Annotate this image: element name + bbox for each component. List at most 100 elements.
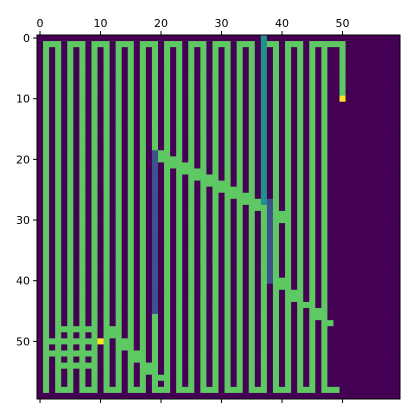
- heatmap-cell: [73, 156, 80, 163]
- heatmap-cell: [103, 368, 110, 376]
- heatmap-cell: [224, 283, 231, 291]
- heatmap-cell: [49, 168, 56, 175]
- heatmap-cell: [115, 156, 123, 163]
- heatmap-cell: [139, 253, 147, 260]
- heatmap-cell: [103, 156, 110, 163]
- heatmap-cell: [230, 326, 237, 333]
- heatmap-cell: [285, 241, 292, 248]
- heatmap-cell: [115, 138, 123, 145]
- heatmap-cell: [206, 156, 213, 163]
- heatmap-cell: [321, 223, 328, 230]
- heatmap-cell: [285, 380, 292, 388]
- heatmap-cell: [109, 235, 116, 242]
- heatmap-cell: [321, 368, 328, 376]
- heatmap-cell: [230, 247, 237, 254]
- heatmap-cell: [43, 326, 50, 333]
- heatmap-cell: [224, 277, 231, 285]
- heatmap-cell: [121, 47, 129, 54]
- heatmap-cell: [97, 350, 104, 357]
- heatmap-cell: [206, 277, 213, 285]
- heatmap-cell: [248, 301, 256, 309]
- heatmap-cell: [212, 168, 219, 175]
- heatmap-cell: [49, 332, 56, 339]
- heatmap-cell: [188, 156, 195, 163]
- heatmap-cell: [212, 95, 219, 103]
- heatmap-cell: [151, 204, 159, 212]
- heatmap-cell: [151, 295, 159, 303]
- heatmap-cell: [170, 192, 177, 200]
- heatmap-cell: [115, 259, 123, 266]
- heatmap-cell: [55, 241, 62, 248]
- heatmap-cell: [85, 301, 92, 309]
- heatmap-cell: [37, 119, 44, 127]
- heatmap-cell: [145, 180, 153, 188]
- heatmap-cell: [43, 301, 50, 309]
- heatmap-cell: [164, 77, 171, 84]
- heatmap-cell: [115, 289, 123, 297]
- heatmap-cell: [121, 162, 129, 169]
- heatmap-cell: [37, 380, 44, 388]
- heatmap-cell: [327, 95, 340, 103]
- heatmap-cell: [309, 95, 316, 103]
- heatmap-cell: [73, 180, 80, 188]
- heatmap-cell: [285, 192, 292, 200]
- heatmap-cell: [242, 235, 250, 242]
- heatmap-cell: [242, 344, 250, 351]
- heatmap-cell: [61, 168, 68, 175]
- heatmap-cell: [315, 289, 322, 297]
- heatmap-cell: [188, 362, 195, 370]
- heatmap-cell: [309, 338, 316, 345]
- heatmap-cell: [127, 83, 135, 90]
- heatmap-cell: [194, 83, 201, 90]
- heatmap-cell: [266, 301, 274, 309]
- heatmap-cell: [145, 89, 153, 97]
- heatmap-cell: [248, 326, 256, 333]
- heatmap-cell: [321, 386, 340, 394]
- heatmap-cell: [127, 308, 135, 315]
- heatmap-cell: [127, 107, 135, 115]
- heatmap-cell: [127, 326, 135, 333]
- heatmap-cell: [248, 253, 256, 260]
- heatmap-cell: [315, 326, 322, 333]
- heatmap-cell: [115, 265, 123, 272]
- heatmap-cell: [303, 198, 310, 206]
- heatmap-cell: [145, 83, 153, 90]
- heatmap-cell: [303, 271, 310, 279]
- heatmap-cell: [176, 253, 183, 260]
- heatmap-cell: [242, 83, 250, 90]
- heatmap-cell: [182, 308, 189, 315]
- heatmap-cell: [121, 320, 129, 327]
- heatmap-cell: [218, 265, 225, 272]
- heatmap-cell: [151, 289, 159, 297]
- heatmap-cell: [121, 259, 129, 266]
- heatmap-cell: [109, 186, 116, 194]
- heatmap-cell: [188, 326, 195, 333]
- heatmap-cell: [182, 53, 189, 60]
- heatmap-cell: [133, 113, 141, 121]
- heatmap-cell: [91, 283, 98, 291]
- heatmap-cell: [279, 350, 286, 357]
- heatmap-cell: [67, 289, 74, 297]
- heatmap-cell: [248, 368, 256, 376]
- heatmap-cell: [103, 168, 110, 175]
- heatmap-cell: [43, 156, 50, 163]
- heatmap-cell: [339, 65, 346, 72]
- heatmap-cell: [297, 101, 304, 109]
- heatmap-cell: [49, 259, 56, 266]
- heatmap-cell: [176, 326, 183, 333]
- heatmap-cell: [309, 41, 346, 48]
- heatmap-cell: [218, 113, 225, 121]
- heatmap-cell: [291, 113, 298, 121]
- heatmap-cell: [97, 247, 104, 254]
- heatmap-cell: [309, 83, 316, 90]
- heatmap-cell: [279, 59, 286, 66]
- heatmap-cell: [127, 65, 135, 72]
- heatmap-cell: [297, 156, 304, 163]
- heatmap-cell: [206, 229, 213, 236]
- heatmap-cell: [182, 217, 189, 224]
- heatmap-cell: [109, 65, 116, 72]
- heatmap-cell: [67, 162, 74, 169]
- heatmap-cell: [151, 59, 159, 66]
- heatmap-cell: [97, 241, 104, 248]
- heatmap-cell: [279, 83, 286, 90]
